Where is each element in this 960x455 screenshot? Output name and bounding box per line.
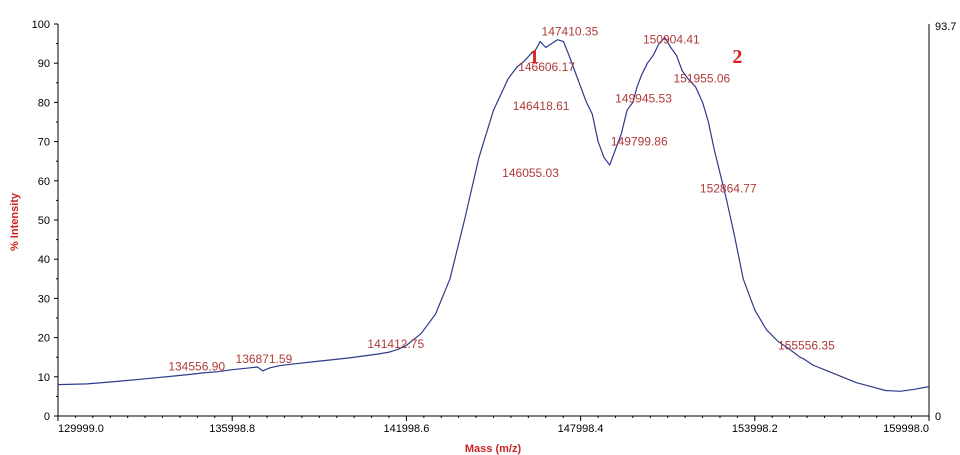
right-axis-bottom-label: 0 <box>935 411 941 423</box>
x-axis-title: Mass (m/z) <box>465 443 522 455</box>
peak-label: 147410.35 <box>542 25 599 39</box>
x-tick-label: 147998.4 <box>558 423 604 435</box>
peak-label: 146055.03 <box>502 166 559 180</box>
y-tick-label: 60 <box>38 176 50 188</box>
y-tick-label: 40 <box>38 254 50 266</box>
x-tick-label: 135998.8 <box>209 423 255 435</box>
peak-label: 155556.35 <box>778 338 835 352</box>
x-tick-label: 159998.0 <box>883 423 929 435</box>
y-tick-label: 70 <box>38 137 50 149</box>
y-tick-label: 90 <box>38 58 50 70</box>
right-axis-top-label: 93.7 <box>935 21 956 33</box>
x-tick-label: 129999.0 <box>58 423 104 435</box>
peak-label: 149945.53 <box>615 91 672 105</box>
y-tick-label: 100 <box>32 19 50 31</box>
peak-label: 146606.17 <box>518 60 575 74</box>
y-tick-label: 0 <box>44 411 50 423</box>
peak-label: 150904.41 <box>643 33 700 47</box>
x-tick-label: 153998.2 <box>732 423 778 435</box>
y-tick-label: 10 <box>38 372 50 384</box>
peak-label: 149799.86 <box>611 134 668 148</box>
y-tick-label: 30 <box>38 293 50 305</box>
axes: 0 10 20 30 40 50 60 70 80 90 100 129999.0 135998.8 14… <box>32 19 930 435</box>
y-tick-label: 50 <box>38 215 50 227</box>
peak-marker-2: 2 <box>732 46 742 68</box>
peak-label-layer: 134556.90 136871.59 141412.75 146055.03 1464… <box>168 25 835 374</box>
x-tick-label: 141998.6 <box>383 423 429 435</box>
y-tick-label: 20 <box>38 333 50 345</box>
peak-label: 136871.59 <box>236 352 293 366</box>
spectrum-series <box>57 37 930 392</box>
peak-marker-1: 1 <box>529 46 539 68</box>
spectrum-line <box>57 37 930 392</box>
peak-label: 152864.77 <box>700 181 757 195</box>
peak-label: 146418.61 <box>513 99 570 113</box>
peak-label: 151955.06 <box>673 72 730 86</box>
peak-label: 134556.90 <box>168 359 225 373</box>
y-tick-label: 80 <box>38 97 50 109</box>
y-axis-title: % Intensity <box>9 192 21 251</box>
peak-label: 141412.75 <box>367 337 424 351</box>
